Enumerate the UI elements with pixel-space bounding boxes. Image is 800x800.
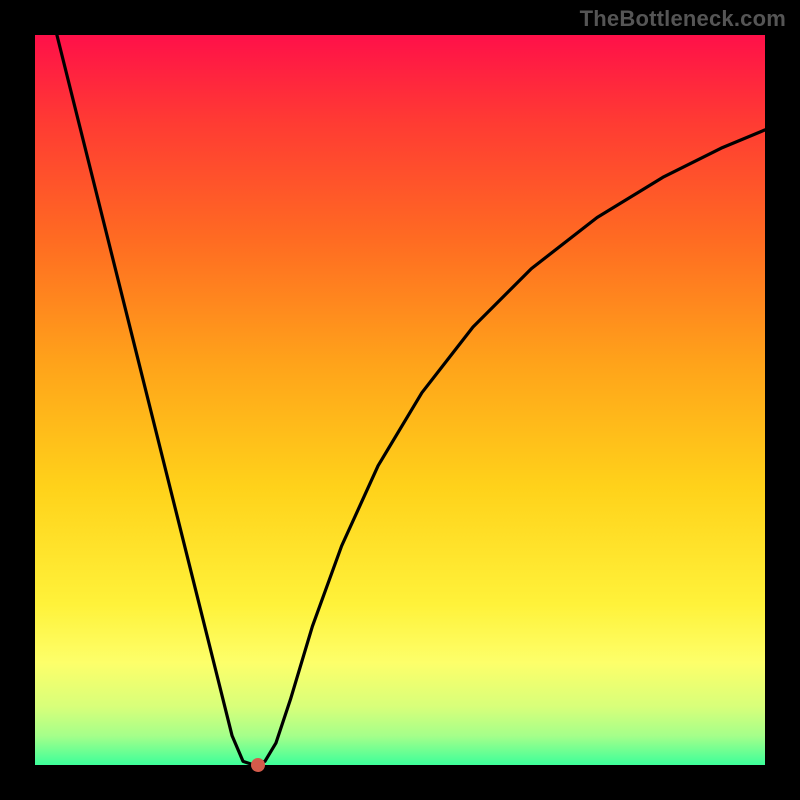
curve-layer xyxy=(35,35,765,765)
watermark-text: TheBottleneck.com xyxy=(580,6,786,32)
chart-frame: TheBottleneck.com xyxy=(0,0,800,800)
plot-area xyxy=(35,35,765,765)
optimum-marker xyxy=(251,758,265,772)
bottleneck-curve xyxy=(57,35,765,765)
